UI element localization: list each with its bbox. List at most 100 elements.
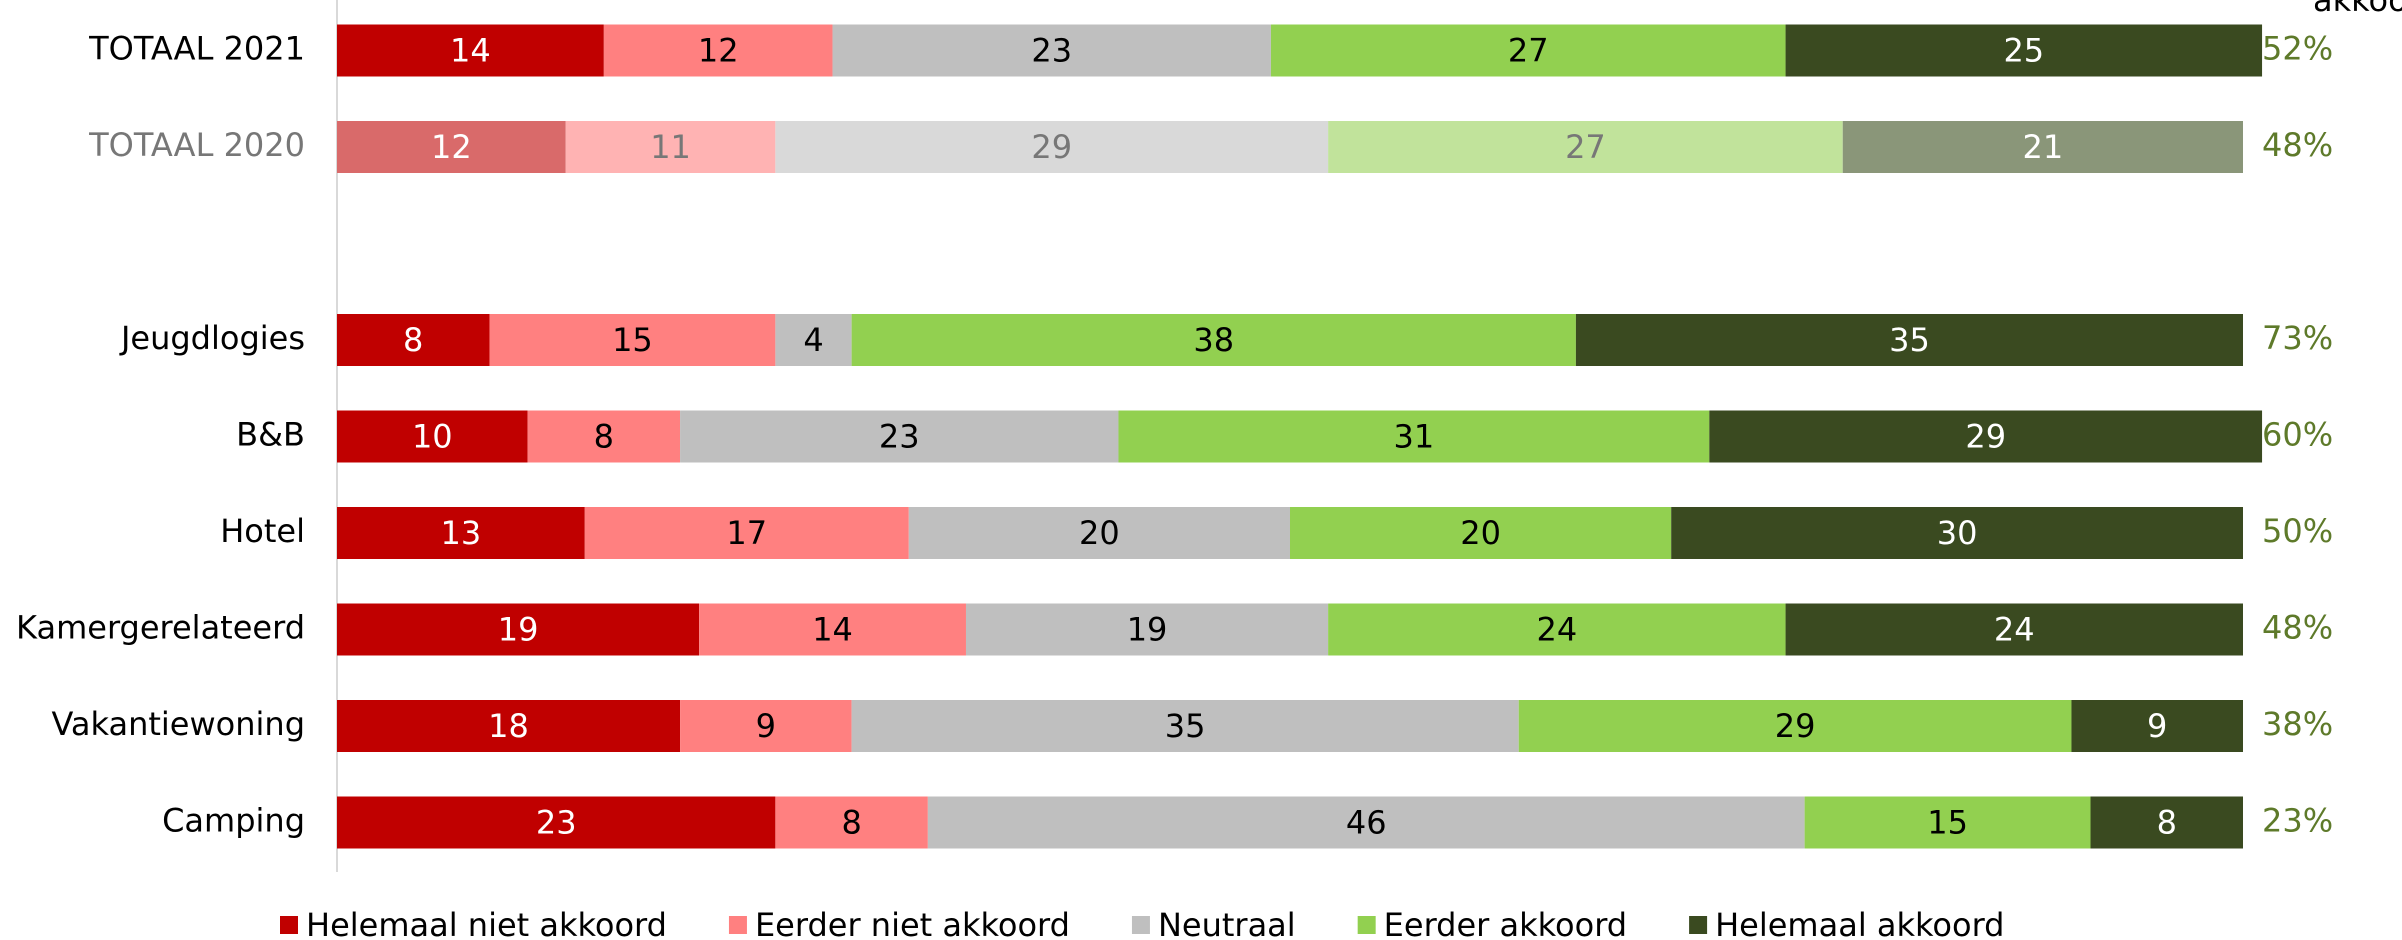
bar-segment — [337, 700, 681, 752]
data-label: 30 — [1937, 514, 1978, 552]
data-label: 25 — [2003, 32, 2044, 70]
bar-segment — [1671, 507, 2243, 559]
bar-segment — [1842, 121, 2243, 173]
bar-segment — [337, 410, 528, 463]
legend-label: Eerder niet akkoord — [755, 906, 1070, 940]
category-label: TOTAAL 2021 — [88, 30, 305, 68]
data-label: 4 — [803, 321, 823, 359]
total-label: 38% — [2262, 705, 2333, 743]
legend-label: Helemaal niet akkoord — [306, 906, 667, 940]
category-label: B&B — [236, 416, 305, 454]
bar-segment — [337, 314, 490, 366]
data-label: 29 — [1965, 418, 2006, 456]
bar-segment — [851, 700, 1519, 752]
bar-segment — [337, 24, 604, 77]
data-label: 11 — [650, 128, 691, 166]
bar-segment — [1518, 700, 2072, 752]
bar-segment — [1118, 410, 1710, 463]
bar-segment — [699, 603, 966, 656]
legend-label: Neutraal — [1158, 906, 1296, 940]
data-label: 9 — [756, 707, 776, 745]
legend-label: Eerder akkoord — [1384, 906, 1627, 940]
category-label: TOTAAL 2020 — [88, 126, 305, 164]
bar-segment — [908, 507, 1290, 559]
total-label: 52% — [2262, 30, 2333, 68]
bar-segment — [2090, 796, 2243, 849]
bar-segment — [775, 314, 852, 366]
data-label: 46 — [1346, 804, 1387, 842]
bar-segment — [337, 121, 566, 173]
data-label: 38 — [1193, 321, 1234, 359]
bar-segment — [1575, 314, 2243, 366]
data-label: 23 — [879, 418, 920, 456]
category-label: Hotel — [220, 512, 305, 550]
data-label: 8 — [403, 321, 423, 359]
data-label: 10 — [412, 418, 453, 456]
data-label: 19 — [498, 611, 539, 649]
category-label: Vakantiewoning — [51, 705, 305, 743]
legend-label: Helemaal akkoord — [1715, 906, 2004, 940]
data-label: 29 — [1775, 707, 1816, 745]
data-label: 9 — [2147, 707, 2167, 745]
data-label: 8 — [594, 418, 614, 456]
bar-segment — [2071, 700, 2243, 752]
bar-segment — [965, 603, 1329, 656]
data-label: 20 — [1079, 514, 1120, 552]
data-label: 15 — [612, 321, 653, 359]
bar-segment — [1328, 603, 1786, 656]
total-label: 23% — [2262, 802, 2333, 840]
data-label: 35 — [1165, 707, 1206, 745]
bar-segment — [1270, 24, 1786, 77]
bar-segment — [337, 796, 776, 849]
data-label: 12 — [698, 32, 739, 70]
bar-segment — [1328, 121, 1843, 173]
data-label: 23 — [536, 804, 577, 842]
bar-segment — [927, 796, 1805, 849]
data-label: 8 — [841, 804, 861, 842]
bar-segment — [1785, 603, 2243, 656]
bar-segment — [603, 24, 833, 77]
bar-segment — [1785, 24, 2263, 77]
bar-segment — [337, 507, 585, 559]
data-label: 14 — [812, 611, 853, 649]
legend-swatch — [1357, 916, 1376, 934]
data-label: 20 — [1460, 514, 1501, 552]
bar-segment — [584, 507, 909, 559]
data-label: 8 — [2157, 804, 2177, 842]
data-label: 14 — [450, 32, 491, 70]
total-label: 60% — [2262, 416, 2333, 454]
bar-segment — [832, 24, 1271, 77]
bar-segment — [565, 121, 776, 173]
data-label: 35 — [1889, 321, 1930, 359]
bar-segment — [680, 410, 1119, 463]
category-label: Camping — [162, 802, 305, 840]
data-label: 24 — [1994, 611, 2035, 649]
data-label: 21 — [2023, 128, 2064, 166]
legend-swatch — [1131, 916, 1150, 934]
data-label: 17 — [726, 514, 767, 552]
data-label: 12 — [431, 128, 472, 166]
legend-swatch — [728, 916, 747, 934]
data-label: 27 — [1508, 32, 1549, 70]
legend-swatch — [1689, 916, 1708, 934]
bar-segment — [1290, 507, 1672, 559]
data-label: 31 — [1394, 418, 1435, 456]
bar-segment — [775, 121, 1329, 173]
data-label: 27 — [1565, 128, 1606, 166]
legend-swatch — [280, 916, 298, 934]
bar-segment — [337, 603, 700, 656]
bar-segment — [489, 314, 776, 366]
bar-segment — [680, 700, 852, 752]
header-label: akkoord — [2313, 0, 2402, 19]
data-label: 18 — [488, 707, 529, 745]
data-label: 15 — [1927, 804, 1968, 842]
bar-segment — [527, 410, 681, 463]
bar-segment — [775, 796, 928, 849]
total-label: 48% — [2262, 609, 2333, 647]
data-label: 23 — [1031, 32, 1072, 70]
data-label: 19 — [1127, 611, 1168, 649]
data-label: 29 — [1031, 128, 1072, 166]
category-label: Kamergerelateerd — [16, 609, 305, 647]
category-label: Jeugdlogies — [119, 319, 305, 357]
